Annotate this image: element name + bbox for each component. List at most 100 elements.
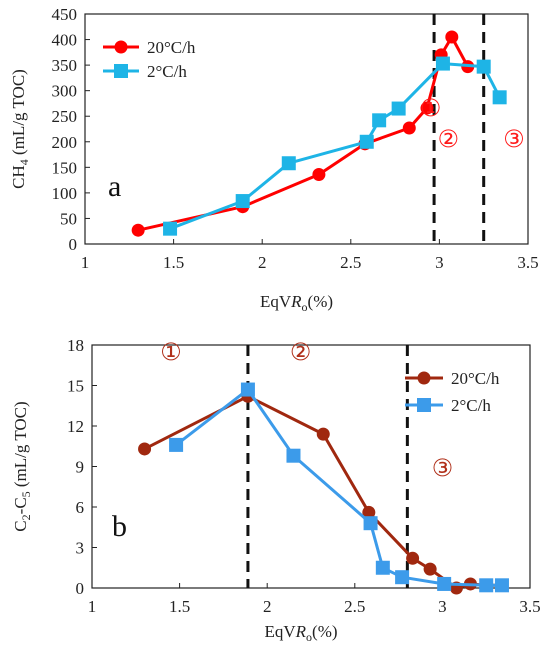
panel-b-series-1-point (240, 382, 255, 397)
panel-b-series-1-point (479, 578, 494, 593)
panel-a-stage-label: ③ (503, 125, 525, 153)
panel-b-legend-marker (417, 398, 431, 412)
panel-b-stage-label: ③ (432, 454, 454, 482)
panel-b-series-1-point (494, 578, 509, 593)
y-axis-title-sub: 2 (19, 514, 33, 520)
panel-a-y-tick-label: 350 (52, 56, 78, 75)
panel-b-series-0-point (316, 427, 330, 441)
panel-b-series-0-point (406, 551, 420, 565)
panel-a-x-tick-label: 3 (435, 253, 444, 272)
y-axis-title-sub: 4 (17, 159, 31, 165)
panel-b-y-tick-label: 3 (76, 539, 85, 558)
y-axis-title-main: C (11, 520, 30, 531)
panel-a-series-1-point (391, 101, 406, 116)
panel-b-legend-label: 2°C/h (451, 396, 491, 415)
panel-b-x-tick-label: 3.5 (519, 597, 540, 616)
panel-a-x-axis-title: EqVRo(%) (260, 292, 333, 314)
y-axis-title-main: CH (9, 165, 28, 189)
panel-a-y-tick-label: 150 (52, 158, 78, 177)
panel-b-series-1-point (437, 576, 452, 591)
panel-a-series-0-point (402, 121, 416, 135)
panel-b-y-tick-label: 15 (67, 377, 84, 396)
panel-b-series-line-1 (175, 388, 502, 587)
panel-b-series-0-point (362, 505, 376, 519)
panel-b-x-tick-label: 2.5 (344, 597, 365, 616)
panel-a-x-tick-label: 1.5 (163, 253, 184, 272)
panel-b-x-tick-label: 1 (88, 597, 97, 616)
panel-a-legend-label: 20°C/h (147, 38, 196, 57)
panel-b-series-1-point (395, 570, 410, 585)
x-axis-title-tail: (%) (308, 292, 333, 311)
panel-a-series-1-point (476, 59, 491, 74)
panel-a-x-tick-label: 2 (258, 253, 267, 272)
panel-b-x-tick-label: 2 (263, 597, 272, 616)
panel-a-y-tick-label: 250 (52, 107, 78, 126)
panel-a-series-1-point (372, 113, 387, 128)
panel-a-y-tick-label: 200 (52, 133, 78, 152)
panel-a-series-1-point (163, 221, 178, 236)
panel-b-stage-label: ① (160, 338, 182, 366)
panel-b-legend-marker (417, 371, 431, 385)
panel-b-y-tick-label: 6 (76, 498, 85, 517)
panel-a-series-1-point (435, 56, 450, 71)
panel-a-y-axis-title: CH4 (mL/g TOC) (9, 69, 31, 189)
panel-a-stage-label: ② (438, 125, 460, 153)
x-axis-title-tail: (%) (312, 622, 337, 641)
panel-a-legend-marker (114, 64, 128, 78)
panel-b-series-1-point (169, 437, 184, 452)
panel-b-x-tick-label: 3 (438, 597, 447, 616)
x-axis-title-main: EqV (260, 292, 292, 311)
panel-b-series-1-point (286, 448, 301, 463)
panel-a-stage-label: ① (420, 94, 442, 122)
y-axis-title-sub2: 5 (19, 491, 33, 497)
panel-a-legend-label: 2°C/h (147, 62, 187, 81)
panel-b-y-axis-title: C2-C5 (mL/g TOC) (11, 401, 33, 531)
x-axis-title-main: EqV (264, 622, 296, 641)
panel-b-x-tick-label: 1.5 (169, 597, 190, 616)
y-axis-title-tail: (mL/g TOC) (11, 401, 30, 491)
panel-a-series-0-point (445, 30, 459, 44)
x-axis-title-sub: o (306, 630, 312, 644)
panel-a-series-1-point (492, 90, 507, 105)
panel-a-y-tick-label: 450 (52, 5, 78, 24)
panel-a-y-tick-label: 50 (60, 209, 77, 228)
panel-b-legend-label: 20°C/h (451, 369, 500, 388)
y-axis-title-tail: (mL/g TOC) (9, 69, 28, 159)
x-axis-title-sub: o (302, 300, 308, 314)
panel-b-series-1-point (375, 560, 390, 575)
panel-b-y-tick-label: 18 (67, 336, 84, 355)
panel-a-x-tick-label: 1 (81, 253, 90, 272)
panel-b-y-tick-label: 9 (76, 458, 85, 477)
panel-a-y-tick-label: 400 (52, 31, 78, 50)
chart-panel-a: 1 1.5 2 2.5 3 3.5 0 50 100 150 200 250 300 350 400 450 ①… (9, 5, 539, 314)
panel-a-series-line-0 (137, 35, 470, 232)
chart-panel-b: 1 1.5 2 2.5 3 3.5 0 3 6 9 12 15 18 ① ② ③ 20°C/h 2°C/h b EqV… (11, 336, 541, 644)
y-axis-title-mid: -C (11, 497, 30, 514)
panel-a-series-1-point (235, 194, 250, 209)
panel-a-y-tick-label: 300 (52, 82, 78, 101)
panel-a-x-tick-label: 3.5 (517, 253, 538, 272)
panel-a-series-0-point (131, 223, 145, 237)
panel-a-x-tick-label: 2.5 (340, 253, 361, 272)
panel-b-series-line-0 (143, 394, 502, 590)
panel-b-panel-letter: b (112, 510, 127, 543)
panel-b-y-tick-label: 12 (67, 417, 84, 436)
panel-a-panel-letter: a (108, 170, 121, 203)
panel-a-series-1-point (281, 156, 296, 171)
panel-a-y-tick-label: 0 (69, 235, 78, 254)
x-axis-title-italic: R (290, 292, 302, 311)
panel-b-x-axis-title: EqVRo(%) (264, 622, 337, 644)
panel-a-y-tick-label: 100 (52, 184, 78, 203)
x-axis-title-italic: R (295, 622, 307, 641)
panel-b-series-0-point (423, 562, 437, 576)
panel-b-y-tick-label: 0 (76, 579, 85, 598)
panel-b-series-1-point (363, 516, 378, 531)
panel-a-series-0-point (420, 101, 434, 115)
panel-a-legend-marker (114, 40, 128, 54)
panel-a-series-1-point (359, 134, 374, 149)
panel-a-plot-frame (84, 13, 529, 245)
panel-a-series-0-point (312, 167, 326, 181)
panel-b-series-0-point (138, 442, 152, 456)
panel-b-stage-label: ② (290, 338, 312, 366)
